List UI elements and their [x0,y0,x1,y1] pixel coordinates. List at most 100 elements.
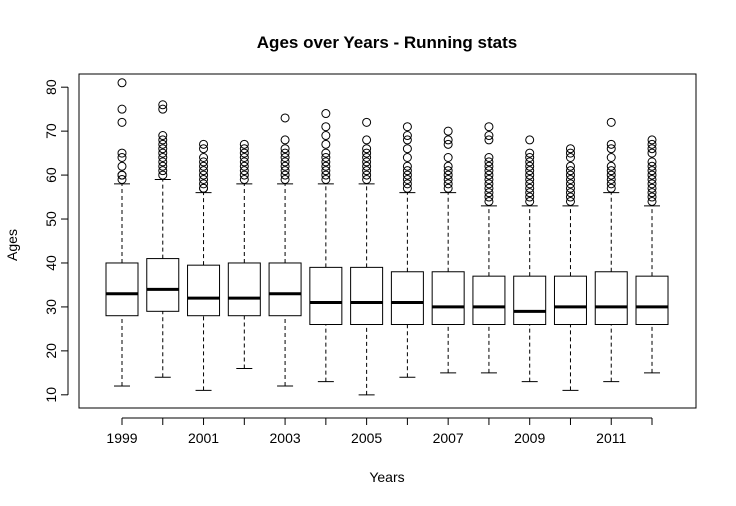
x-tick-label: 2009 [514,430,545,446]
outlier-point [117,78,127,88]
outlier-point [362,161,372,171]
box-2011 [594,117,628,383]
iqr-box [187,264,221,317]
outlier-point [565,196,575,206]
outlier-point [402,161,412,171]
outlier-point [199,174,209,184]
outlier-point [321,157,331,167]
box-2001 [187,139,221,391]
outlier-point [158,157,168,167]
outlier-point [647,183,657,193]
outlier-point [484,161,494,171]
outlier-point [321,153,331,162]
y-tick-label: 80 [43,79,59,95]
outlier-point [280,157,290,167]
box-2007 [431,126,465,374]
outlier-point [362,135,372,145]
outlier-point [525,161,535,171]
outlier-point [484,192,494,202]
outlier-point [362,153,372,162]
outlier-point [484,166,494,176]
outlier-point [280,148,290,158]
outlier-point [443,135,453,145]
outlier-point [362,166,372,176]
outlier-point [280,174,290,184]
outlier-point [647,144,657,154]
outlier-point [565,161,575,171]
outlier-point [239,170,249,180]
outlier-point [117,153,127,162]
plot-frame [78,73,697,409]
outlier-point [484,174,494,184]
x-tick-label: 2007 [433,430,464,446]
iqr-box [309,266,343,325]
outlier-point [484,179,494,189]
outlier-point [199,183,209,193]
outlier-point [321,174,331,184]
iqr-box [105,262,139,317]
outlier-point [525,183,535,193]
x-tick-label: 2011 [596,430,626,446]
outlier-point [321,170,331,180]
iqr-box [553,275,587,326]
outlier-point [117,104,127,114]
outlier-point [606,139,616,149]
outlier-point [158,148,168,158]
outlier-point [565,188,575,198]
outlier-point [484,157,494,167]
iqr-box [472,275,506,326]
iqr-box [635,275,669,326]
outlier-point [280,153,290,162]
outlier-point [525,135,535,145]
outlier-point [484,122,494,132]
box-2010 [553,144,587,391]
iqr-box [227,262,261,317]
y-tick-label: 30 [43,299,59,315]
box-2008 [472,122,506,374]
outlier-point [239,157,249,167]
outlier-point [525,170,535,180]
outlier-point [525,188,535,198]
iqr-box [594,271,628,325]
iqr-box [268,262,302,317]
outlier-point [565,174,575,184]
box-2006 [390,122,424,378]
outlier-point [402,183,412,193]
outlier-point [402,153,412,162]
outlier-point [321,148,331,158]
box-2005 [350,117,384,396]
outlier-point [647,192,657,202]
outlier-point [402,170,412,180]
outlier-point [606,179,616,189]
outlier-point [199,179,209,189]
x-tick-label: 2005 [351,430,382,446]
box-2004 [309,109,343,383]
outlier-point [239,148,249,158]
outlier-point [362,174,372,184]
outlier-point [647,170,657,180]
outlier-point [565,183,575,193]
outlier-point [402,131,412,141]
outlier-point [362,117,372,127]
outlier-point [647,179,657,189]
outlier-point [402,174,412,184]
outlier-point [443,174,453,184]
outlier-point [321,139,331,149]
chart-title: Ages over Years - Running stats [257,33,517,52]
outlier-point [158,139,168,149]
outlier-point [443,183,453,193]
outlier-point [280,161,290,171]
outlier-point [606,153,616,162]
outlier-point [484,183,494,193]
box-2002 [227,139,261,369]
y-tick-label: 40 [43,255,59,271]
outlier-point [606,161,616,171]
outlier-point [484,196,494,206]
outlier-point [158,161,168,171]
outlier-point [525,179,535,189]
outlier-point [321,109,331,119]
outlier-point [402,179,412,189]
outlier-point [525,157,535,167]
outlier-point [606,174,616,184]
